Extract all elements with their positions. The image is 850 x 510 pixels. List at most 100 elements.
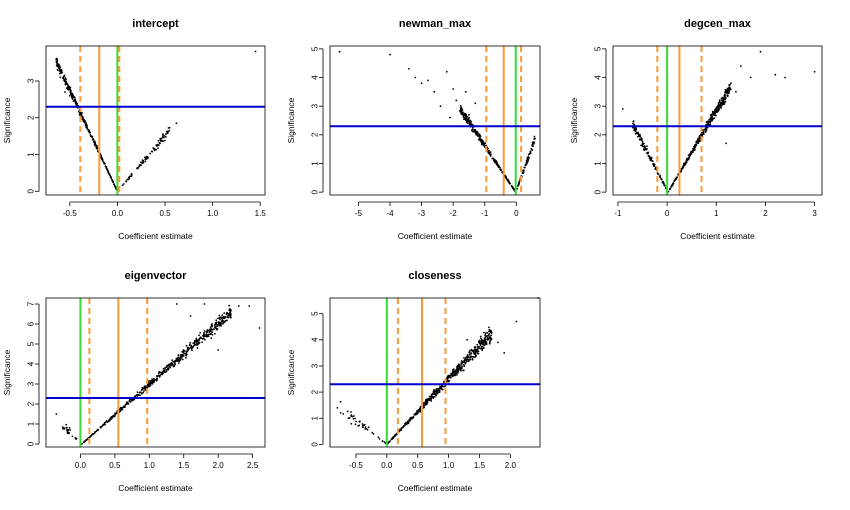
data-point — [650, 158, 653, 161]
data-point — [144, 160, 147, 163]
data-point — [228, 313, 231, 316]
data-point — [466, 358, 469, 361]
data-point — [725, 142, 727, 145]
data-point — [391, 437, 394, 440]
data-point — [169, 366, 172, 369]
data-point — [720, 98, 723, 100]
data-point — [724, 98, 727, 101]
data-point — [488, 335, 490, 337]
data-point — [227, 316, 230, 319]
data-point — [466, 338, 468, 341]
data-point — [164, 139, 166, 142]
data-point — [428, 395, 431, 398]
y-tick-label: 0 — [311, 189, 320, 194]
data-point — [641, 142, 644, 145]
data-point — [471, 128, 474, 130]
data-point — [159, 142, 162, 145]
data-point — [671, 183, 674, 186]
data-point — [155, 148, 158, 151]
data-point — [468, 353, 471, 356]
data-point — [74, 102, 77, 105]
data-point — [435, 393, 438, 396]
data-point — [129, 400, 132, 403]
data-point — [484, 332, 487, 335]
data-point — [726, 89, 729, 91]
data-point — [129, 175, 131, 178]
data-point — [460, 110, 462, 113]
data-point — [81, 442, 83, 445]
data-point — [366, 428, 369, 431]
data-point — [56, 69, 59, 71]
data-point — [81, 116, 84, 119]
data-point — [186, 350, 189, 353]
y-tick-label: 0 — [311, 442, 320, 447]
data-point — [206, 329, 209, 331]
data-point — [672, 182, 675, 185]
data-point — [668, 188, 671, 191]
data-point — [638, 135, 641, 138]
data-point — [221, 316, 224, 319]
data-point — [523, 169, 525, 172]
data-point — [156, 378, 159, 381]
data-point — [470, 129, 473, 132]
data-point — [525, 163, 528, 165]
data-point — [65, 87, 68, 89]
data-point — [142, 160, 145, 163]
data-point — [711, 118, 714, 120]
data-point — [81, 118, 84, 121]
data-point — [191, 349, 193, 352]
data-point — [479, 347, 482, 350]
data-point — [100, 155, 103, 158]
data-point — [63, 79, 65, 81]
data-point — [111, 417, 114, 419]
data-point — [125, 180, 128, 183]
x-tick-label: 1 — [714, 209, 719, 218]
data-point — [63, 427, 65, 429]
data-point — [193, 342, 196, 345]
data-point — [721, 104, 723, 107]
data-point — [400, 427, 403, 430]
x-tick-label: 2.5 — [247, 461, 259, 470]
y-tick-label: 3 — [27, 78, 36, 83]
data-point — [660, 178, 663, 181]
data-point — [143, 390, 145, 392]
x-tick-label: -2 — [450, 209, 458, 218]
data-point — [474, 130, 476, 133]
data-point — [210, 328, 213, 330]
data-point — [430, 400, 433, 402]
data-point — [228, 315, 230, 317]
data-point — [164, 371, 167, 373]
data-point — [67, 88, 69, 91]
data-point — [153, 148, 156, 151]
data-point — [168, 129, 171, 132]
data-point — [69, 90, 72, 93]
data-point — [475, 355, 478, 357]
data-point — [523, 166, 526, 169]
data-point — [217, 349, 220, 351]
data-point — [470, 355, 472, 358]
data-point — [428, 399, 431, 401]
data-point — [95, 144, 98, 147]
data-point — [654, 167, 657, 170]
data-point — [477, 346, 480, 349]
data-point — [178, 360, 181, 362]
data-point — [114, 185, 117, 188]
data-point — [58, 69, 60, 72]
data-point — [394, 434, 396, 437]
data-point — [229, 310, 232, 313]
data-point — [215, 319, 218, 322]
y-tick-label: 1 — [27, 152, 36, 157]
data-point — [190, 344, 193, 347]
data-point — [406, 420, 409, 423]
data-point — [388, 441, 390, 443]
data-point — [813, 70, 816, 73]
data-point — [220, 316, 222, 319]
data-point — [218, 317, 221, 319]
y-tick-label: 2 — [311, 389, 320, 394]
data-point — [466, 354, 469, 356]
data-point — [140, 389, 143, 391]
y-tick-label: 4 — [311, 75, 320, 80]
data-point — [462, 114, 464, 116]
data-point — [480, 337, 482, 340]
data-point — [504, 175, 507, 177]
